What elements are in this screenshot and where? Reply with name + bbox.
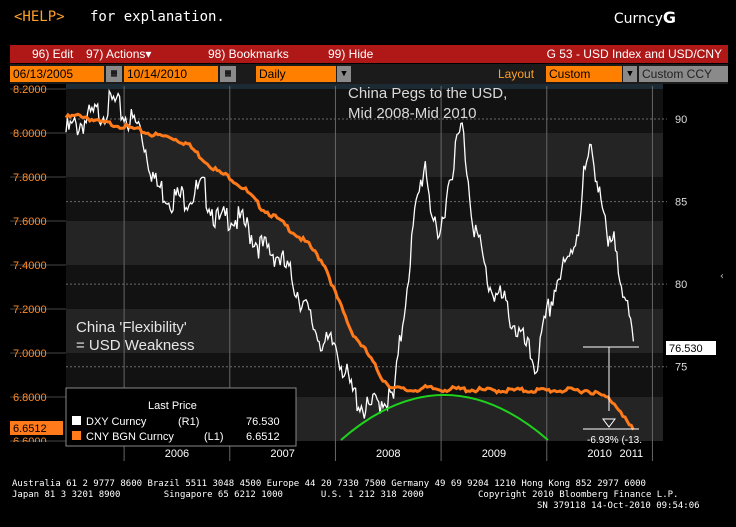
grid-band [66,221,663,265]
annotation-top-line-2: Mid 2008-Mid 2010 [348,105,476,122]
x-tick-label: 2009 [482,448,506,460]
layout-label: Layout [498,67,535,81]
period-dropdown-icon[interactable]: ▼ [337,66,351,82]
menu-bar: 96) Edit 97) Actions▾ 98) Bookmarks 99) … [10,45,728,63]
legend-box: Last Price DXY Curncy (R1) 76.530 CNY BG… [65,387,297,447]
legend-axis-cny: (L1) [204,431,224,443]
legend-title: Last Price [148,400,197,412]
control-bar: 06/13/2005 ▦ 10/14/2010 ▦ Daily ▼ Layout… [10,64,728,84]
x-tick-label: 2007 [270,448,294,460]
x-axis-band [10,442,663,462]
legend-value-dxy: 76.530 [246,416,280,428]
annotation-left-line-2: = USD Weakness [76,337,195,354]
start-calendar-icon[interactable]: ▦ [106,66,122,82]
peg-arc [340,394,549,441]
right-axis: 90 85 80 75 [675,114,687,374]
scroll-right-icon[interactable]: ‹ [719,271,725,282]
legend-swatch-dxy [72,416,81,425]
grid-band [66,177,663,221]
chart-title: G 53 - USD Index and USD/CNY [546,47,722,61]
period-select[interactable]: Daily [256,66,336,82]
series-line-dxy [65,88,635,419]
legend-value-cny: 6.6512 [246,431,280,443]
x-tick-label: 2006 [165,448,189,460]
change-arrow-head [602,418,616,428]
grid-band [66,133,663,177]
annotation-left-line-1: China 'Flexibility' [76,319,187,336]
price-chart: 8.2000 8.0000 7.8000 7.6000 7.4000 7.2000 7.00… [10,84,728,462]
left-tick-label: 7.6000 [13,216,47,228]
cny-last-value: 6.6512 [13,423,47,435]
custom-ccy-button[interactable]: Custom CCY [639,66,728,82]
actions-menu[interactable]: 97) Actions▾ [86,45,151,63]
legend-name-dxy: DXY Curncy [86,416,147,428]
hide-menu[interactable]: 99) Hide [328,47,374,61]
edit-menu[interactable]: 96) Edit [32,47,74,61]
x-axis: 2006 2007 2008 2009 2010 2011 [10,86,663,462]
footer-timestamp: SN 379118 14-Oct-2010 09:54:06 [537,501,700,511]
right-tick-label: 80 [675,279,687,291]
help-command[interactable]: <HELP> [14,9,65,25]
legend-frame [65,387,297,447]
legend-name-cny: CNY BGN Curncy [86,431,174,443]
grid-lines [10,88,667,442]
left-tick-label: 6.8000 [13,392,47,404]
screen-name: Curncy [613,11,663,27]
screen-go-key: G [662,8,676,27]
layout-dropdown-icon[interactable]: ▼ [623,66,637,82]
right-tick-label: 85 [675,197,687,209]
right-tick-label: 90 [675,114,687,126]
screen-identifier: CurncyG [614,8,676,27]
footer-contacts-line-2: Japan 81 3 3201 8900 Singapore 65 6212 1… [12,490,679,500]
left-tick-label: 7.4000 [13,260,47,272]
legend-swatch-cny [72,431,81,440]
help-text: for explanation. [90,9,225,25]
series-line-cny [64,112,635,431]
grid-band [66,265,663,309]
change-label: -6.93% (-13. [587,435,642,446]
bookmarks-menu[interactable]: 98) Bookmarks [208,47,289,61]
cny-last-value-tag [10,421,63,435]
grid-band [66,89,663,133]
actions-dropdown-icon: ▾ [145,47,152,61]
legend-axis-dxy: (R1) [178,416,199,428]
left-tick-label: 7.2000 [13,304,47,316]
command-line-bar: <HELP> for explanation. CurncyG [0,0,736,40]
left-tick-label: 7.8000 [13,172,47,184]
right-tick-label: 75 [675,362,687,374]
end-date-field[interactable]: 10/14/2010 [124,66,218,82]
dxy-last-value-tag [666,341,716,355]
left-tick-label: 8.2000 [13,84,47,96]
actions-menu-label: 97) Actions [86,47,146,61]
x-tick-label: 2008 [376,448,400,460]
left-axis: 8.2000 8.0000 7.8000 7.6000 7.4000 7.2000 7.00… [13,84,47,448]
left-tick-label: 7.0000 [13,348,47,360]
end-calendar-icon[interactable]: ▦ [220,66,236,82]
annotation-top-line-1: China Pegs to the USD, [348,85,507,102]
left-tick-label: 8.0000 [13,128,47,140]
footer-contacts-line-1: Australia 61 2 9777 8600 Brazil 5511 304… [12,479,646,489]
x-tick-label: 2011 [619,448,643,460]
start-date-field[interactable]: 06/13/2005 [10,66,104,82]
layout-select[interactable]: Custom [546,66,622,82]
dxy-last-value: 76.530 [669,343,703,355]
x-tick-label: 2010 [587,448,611,460]
